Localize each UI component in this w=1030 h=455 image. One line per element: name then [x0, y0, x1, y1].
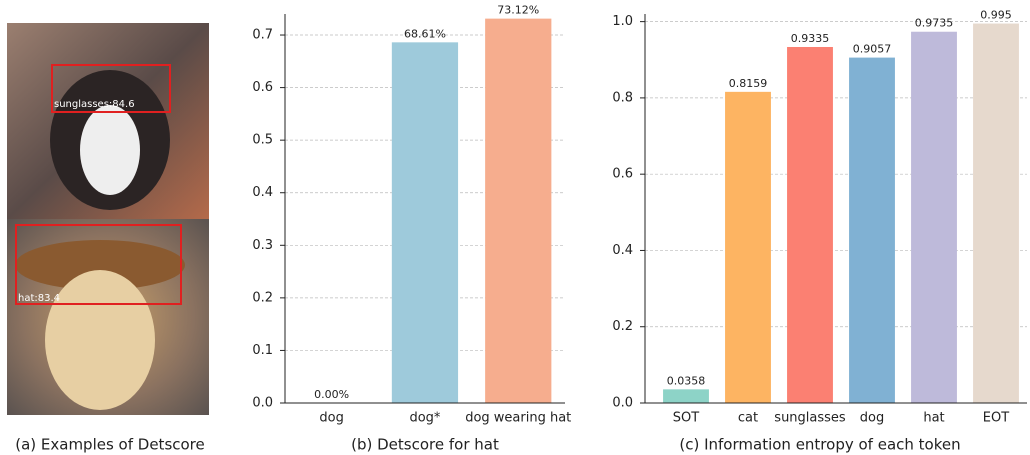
bar: [849, 58, 895, 403]
caption: (b) Detscore for hat: [351, 436, 499, 454]
x-tick-label: dog*: [409, 411, 440, 426]
detection-label: sunglasses:84.6: [54, 99, 135, 110]
x-tick-label: hat: [923, 411, 944, 426]
value-label: 68.61%: [404, 27, 446, 40]
y-tick-label: 0.4: [612, 243, 633, 258]
y-tick-label: 0.0: [252, 396, 273, 411]
y-tick-label: 0.5: [252, 133, 273, 148]
x-tick-label: EOT: [983, 411, 1009, 426]
value-label: 0.9335: [791, 32, 830, 45]
bar: [392, 42, 458, 403]
y-tick-label: 1.0: [612, 14, 633, 29]
value-label: 0.9735: [915, 17, 954, 30]
y-tick-label: 0.0: [612, 396, 633, 411]
x-tick-label: cat: [738, 411, 758, 426]
value-label: 0.9057: [853, 43, 892, 56]
y-tick-label: 0.7: [252, 28, 273, 43]
y-tick-label: 0.1: [252, 343, 273, 358]
dog-face: [45, 270, 155, 410]
caption: (c) Information entropy of each token: [679, 436, 960, 454]
figure: sunglasses:84.6 hat:83.4 (a) Examples of…: [0, 0, 1030, 455]
y-tick-label: 0.4: [252, 185, 273, 200]
y-tick-label: 0.6: [612, 167, 633, 182]
value-label: 0.00%: [314, 388, 349, 401]
value-label: 0.995: [980, 9, 1012, 22]
value-label: 0.0358: [667, 374, 706, 387]
bar: [911, 32, 957, 403]
bar: [485, 19, 551, 403]
value-label: 0.8159: [729, 77, 768, 90]
y-tick-label: 0.8: [612, 90, 633, 105]
y-tick-label: 0.2: [612, 319, 633, 334]
bar: [973, 24, 1019, 403]
bar: [663, 389, 709, 403]
y-tick-label: 0.6: [252, 80, 273, 95]
bar: [725, 92, 771, 403]
detection-label: hat:83.4: [18, 293, 60, 304]
x-tick-label: dog: [860, 411, 884, 426]
bar: [787, 47, 833, 403]
caption: (a) Examples of Detscore: [15, 436, 205, 454]
x-tick-label: dog: [319, 411, 343, 426]
y-tick-label: 0.3: [252, 238, 273, 253]
page: sunglasses:84.6 hat:83.4 (a) Examples of…: [0, 0, 1030, 455]
value-label: 73.12%: [497, 4, 539, 17]
dog-chest: [80, 105, 140, 195]
x-tick-label: SOT: [673, 411, 699, 426]
x-tick-label: dog wearing hat: [465, 411, 571, 426]
y-tick-label: 0.2: [252, 290, 273, 305]
x-tick-label: sunglasses: [774, 411, 846, 426]
